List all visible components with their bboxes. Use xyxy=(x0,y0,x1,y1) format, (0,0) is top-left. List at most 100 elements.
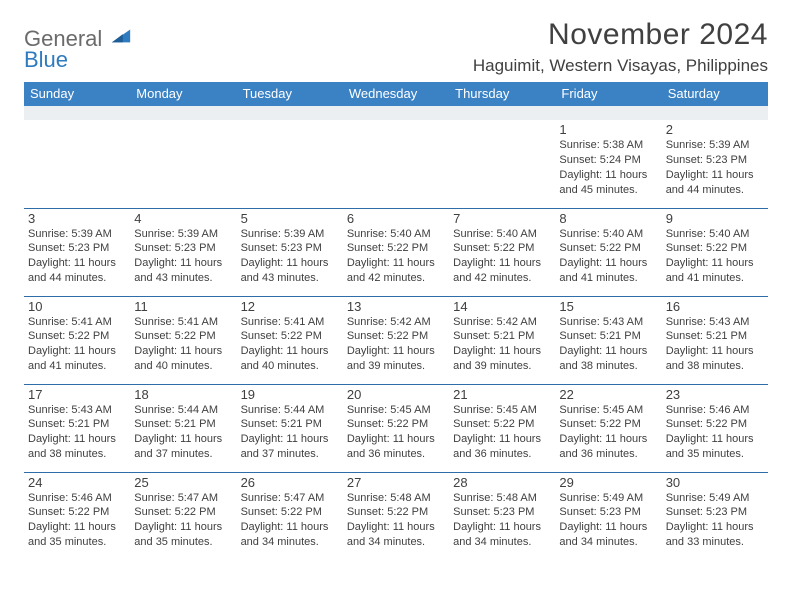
day-details: Sunrise: 5:42 AMSunset: 5:21 PMDaylight:… xyxy=(453,315,551,374)
day-cell: 14Sunrise: 5:42 AMSunset: 5:21 PMDayligh… xyxy=(449,296,555,384)
week-row: 1Sunrise: 5:38 AMSunset: 5:24 PMDaylight… xyxy=(24,120,768,208)
day-number: 19 xyxy=(241,387,339,402)
day-header: Thursday xyxy=(449,82,555,106)
day-details: Sunrise: 5:39 AMSunset: 5:23 PMDaylight:… xyxy=(28,227,126,286)
day-number: 26 xyxy=(241,475,339,490)
day-details: Sunrise: 5:39 AMSunset: 5:23 PMDaylight:… xyxy=(241,227,339,286)
day-cell: 26Sunrise: 5:47 AMSunset: 5:22 PMDayligh… xyxy=(237,472,343,560)
title-block: November 2024 Haguimit, Western Visayas,… xyxy=(473,18,768,76)
logo-triangle-icon xyxy=(110,24,132,46)
day-cell: 1Sunrise: 5:38 AMSunset: 5:24 PMDaylight… xyxy=(555,120,661,208)
day-number: 5 xyxy=(241,211,339,226)
day-cell: 23Sunrise: 5:46 AMSunset: 5:22 PMDayligh… xyxy=(662,384,768,472)
calendar-head: SundayMondayTuesdayWednesdayThursdayFrid… xyxy=(24,82,768,106)
day-details: Sunrise: 5:49 AMSunset: 5:23 PMDaylight:… xyxy=(559,491,657,550)
day-cell: 13Sunrise: 5:42 AMSunset: 5:22 PMDayligh… xyxy=(343,296,449,384)
day-header: Friday xyxy=(555,82,661,106)
day-number: 29 xyxy=(559,475,657,490)
week-row: 24Sunrise: 5:46 AMSunset: 5:22 PMDayligh… xyxy=(24,472,768,560)
empty-cell xyxy=(130,120,236,208)
day-header: Wednesday xyxy=(343,82,449,106)
day-cell: 12Sunrise: 5:41 AMSunset: 5:22 PMDayligh… xyxy=(237,296,343,384)
day-number: 28 xyxy=(453,475,551,490)
day-number: 9 xyxy=(666,211,764,226)
day-details: Sunrise: 5:42 AMSunset: 5:22 PMDaylight:… xyxy=(347,315,445,374)
day-details: Sunrise: 5:44 AMSunset: 5:21 PMDaylight:… xyxy=(134,403,232,462)
day-details: Sunrise: 5:45 AMSunset: 5:22 PMDaylight:… xyxy=(559,403,657,462)
day-number: 25 xyxy=(134,475,232,490)
day-details: Sunrise: 5:48 AMSunset: 5:23 PMDaylight:… xyxy=(453,491,551,550)
day-details: Sunrise: 5:38 AMSunset: 5:24 PMDaylight:… xyxy=(559,138,657,197)
logo-text: General Blue xyxy=(24,26,132,71)
day-cell: 21Sunrise: 5:45 AMSunset: 5:22 PMDayligh… xyxy=(449,384,555,472)
day-cell: 30Sunrise: 5:49 AMSunset: 5:23 PMDayligh… xyxy=(662,472,768,560)
day-cell: 19Sunrise: 5:44 AMSunset: 5:21 PMDayligh… xyxy=(237,384,343,472)
day-number: 1 xyxy=(559,122,657,137)
day-details: Sunrise: 5:45 AMSunset: 5:22 PMDaylight:… xyxy=(453,403,551,462)
day-cell: 8Sunrise: 5:40 AMSunset: 5:22 PMDaylight… xyxy=(555,208,661,296)
day-number: 10 xyxy=(28,299,126,314)
day-details: Sunrise: 5:43 AMSunset: 5:21 PMDaylight:… xyxy=(28,403,126,462)
day-cell: 3Sunrise: 5:39 AMSunset: 5:23 PMDaylight… xyxy=(24,208,130,296)
day-number: 22 xyxy=(559,387,657,402)
day-details: Sunrise: 5:49 AMSunset: 5:23 PMDaylight:… xyxy=(666,491,764,550)
brand-logo: General Blue xyxy=(24,18,132,71)
day-details: Sunrise: 5:41 AMSunset: 5:22 PMDaylight:… xyxy=(134,315,232,374)
day-number: 3 xyxy=(28,211,126,226)
day-number: 21 xyxy=(453,387,551,402)
day-number: 23 xyxy=(666,387,764,402)
day-cell: 29Sunrise: 5:49 AMSunset: 5:23 PMDayligh… xyxy=(555,472,661,560)
day-details: Sunrise: 5:43 AMSunset: 5:21 PMDaylight:… xyxy=(666,315,764,374)
day-details: Sunrise: 5:41 AMSunset: 5:22 PMDaylight:… xyxy=(28,315,126,374)
day-header-row: SundayMondayTuesdayWednesdayThursdayFrid… xyxy=(24,82,768,106)
day-details: Sunrise: 5:45 AMSunset: 5:22 PMDaylight:… xyxy=(347,403,445,462)
location-subtitle: Haguimit, Western Visayas, Philippines xyxy=(473,56,768,76)
spacer-row xyxy=(24,106,768,120)
day-number: 6 xyxy=(347,211,445,226)
day-number: 12 xyxy=(241,299,339,314)
day-cell: 27Sunrise: 5:48 AMSunset: 5:22 PMDayligh… xyxy=(343,472,449,560)
day-cell: 6Sunrise: 5:40 AMSunset: 5:22 PMDaylight… xyxy=(343,208,449,296)
day-details: Sunrise: 5:39 AMSunset: 5:23 PMDaylight:… xyxy=(666,138,764,197)
day-cell: 5Sunrise: 5:39 AMSunset: 5:23 PMDaylight… xyxy=(237,208,343,296)
calendar-body: 1Sunrise: 5:38 AMSunset: 5:24 PMDaylight… xyxy=(24,106,768,560)
day-number: 11 xyxy=(134,299,232,314)
month-title: November 2024 xyxy=(473,18,768,52)
day-number: 4 xyxy=(134,211,232,226)
day-cell: 15Sunrise: 5:43 AMSunset: 5:21 PMDayligh… xyxy=(555,296,661,384)
day-number: 18 xyxy=(134,387,232,402)
day-cell: 25Sunrise: 5:47 AMSunset: 5:22 PMDayligh… xyxy=(130,472,236,560)
day-cell: 7Sunrise: 5:40 AMSunset: 5:22 PMDaylight… xyxy=(449,208,555,296)
day-cell: 22Sunrise: 5:45 AMSunset: 5:22 PMDayligh… xyxy=(555,384,661,472)
day-cell: 18Sunrise: 5:44 AMSunset: 5:21 PMDayligh… xyxy=(130,384,236,472)
day-header: Sunday xyxy=(24,82,130,106)
logo-line2: Blue xyxy=(24,47,68,72)
empty-cell xyxy=(343,120,449,208)
day-cell: 28Sunrise: 5:48 AMSunset: 5:23 PMDayligh… xyxy=(449,472,555,560)
calendar-table: SundayMondayTuesdayWednesdayThursdayFrid… xyxy=(24,82,768,560)
week-row: 17Sunrise: 5:43 AMSunset: 5:21 PMDayligh… xyxy=(24,384,768,472)
day-cell: 11Sunrise: 5:41 AMSunset: 5:22 PMDayligh… xyxy=(130,296,236,384)
day-details: Sunrise: 5:40 AMSunset: 5:22 PMDaylight:… xyxy=(347,227,445,286)
day-number: 27 xyxy=(347,475,445,490)
day-cell: 24Sunrise: 5:46 AMSunset: 5:22 PMDayligh… xyxy=(24,472,130,560)
day-details: Sunrise: 5:48 AMSunset: 5:22 PMDaylight:… xyxy=(347,491,445,550)
day-header: Monday xyxy=(130,82,236,106)
day-number: 14 xyxy=(453,299,551,314)
day-details: Sunrise: 5:46 AMSunset: 5:22 PMDaylight:… xyxy=(666,403,764,462)
day-details: Sunrise: 5:39 AMSunset: 5:23 PMDaylight:… xyxy=(134,227,232,286)
day-number: 16 xyxy=(666,299,764,314)
empty-cell xyxy=(237,120,343,208)
day-details: Sunrise: 5:40 AMSunset: 5:22 PMDaylight:… xyxy=(453,227,551,286)
day-number: 7 xyxy=(453,211,551,226)
header-bar: General Blue November 2024 Haguimit, Wes… xyxy=(24,18,768,76)
day-cell: 16Sunrise: 5:43 AMSunset: 5:21 PMDayligh… xyxy=(662,296,768,384)
day-details: Sunrise: 5:46 AMSunset: 5:22 PMDaylight:… xyxy=(28,491,126,550)
week-row: 10Sunrise: 5:41 AMSunset: 5:22 PMDayligh… xyxy=(24,296,768,384)
day-cell: 2Sunrise: 5:39 AMSunset: 5:23 PMDaylight… xyxy=(662,120,768,208)
day-details: Sunrise: 5:40 AMSunset: 5:22 PMDaylight:… xyxy=(666,227,764,286)
day-details: Sunrise: 5:43 AMSunset: 5:21 PMDaylight:… xyxy=(559,315,657,374)
empty-cell xyxy=(24,120,130,208)
day-cell: 4Sunrise: 5:39 AMSunset: 5:23 PMDaylight… xyxy=(130,208,236,296)
day-header: Saturday xyxy=(662,82,768,106)
